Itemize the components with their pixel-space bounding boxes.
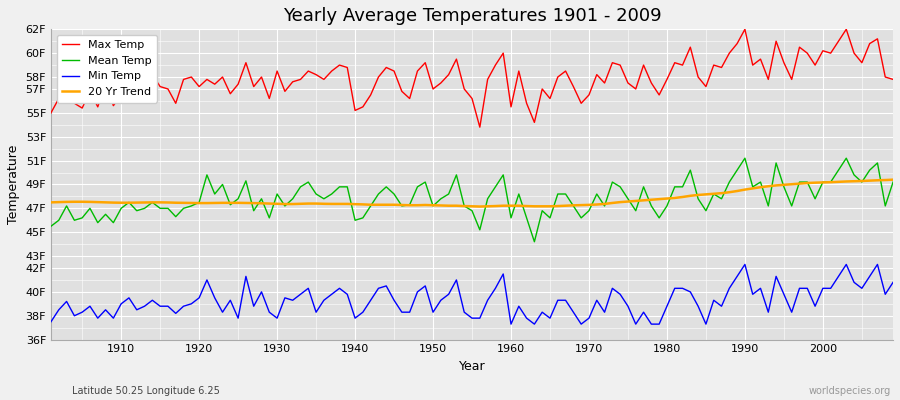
Text: worldspecies.org: worldspecies.org bbox=[809, 386, 891, 396]
Min Temp bbox=[887, 280, 898, 285]
Mean Temp bbox=[506, 216, 517, 220]
Line: Min Temp: Min Temp bbox=[51, 264, 893, 324]
Title: Yearly Average Temperatures 1901 - 2009: Yearly Average Temperatures 1901 - 2009 bbox=[283, 7, 662, 25]
Min Temp bbox=[513, 304, 524, 309]
20 Yr Trend bbox=[506, 203, 517, 208]
Min Temp bbox=[607, 286, 617, 291]
20 Yr Trend bbox=[474, 204, 485, 209]
Mean Temp bbox=[498, 172, 508, 177]
20 Yr Trend bbox=[327, 202, 338, 206]
Max Temp bbox=[46, 110, 57, 115]
Min Temp bbox=[506, 322, 517, 326]
Y-axis label: Temperature: Temperature bbox=[7, 145, 20, 224]
Max Temp bbox=[474, 125, 485, 130]
20 Yr Trend bbox=[887, 177, 898, 182]
Mean Temp bbox=[740, 156, 751, 160]
20 Yr Trend bbox=[46, 200, 57, 205]
20 Yr Trend bbox=[108, 200, 119, 205]
Mean Temp bbox=[46, 224, 57, 229]
Min Temp bbox=[498, 272, 508, 276]
Min Temp bbox=[740, 262, 751, 267]
X-axis label: Year: Year bbox=[459, 360, 485, 373]
Mean Temp bbox=[529, 239, 540, 244]
Min Temp bbox=[46, 319, 57, 324]
Max Temp bbox=[108, 103, 119, 108]
Max Temp bbox=[506, 104, 517, 109]
Max Temp bbox=[740, 27, 751, 32]
Mean Temp bbox=[887, 180, 898, 184]
Min Temp bbox=[327, 292, 338, 297]
Max Temp bbox=[327, 69, 338, 74]
Mean Temp bbox=[607, 180, 617, 184]
Max Temp bbox=[607, 60, 617, 65]
Max Temp bbox=[280, 89, 291, 94]
Max Temp bbox=[887, 77, 898, 82]
Line: Max Temp: Max Temp bbox=[51, 29, 893, 127]
Min Temp bbox=[108, 316, 119, 320]
Min Temp bbox=[280, 296, 291, 300]
Mean Temp bbox=[108, 220, 119, 225]
Mean Temp bbox=[327, 192, 338, 196]
Line: 20 Yr Trend: 20 Yr Trend bbox=[51, 180, 893, 206]
Max Temp bbox=[513, 69, 524, 74]
Legend: Max Temp, Mean Temp, Min Temp, 20 Yr Trend: Max Temp, Mean Temp, Min Temp, 20 Yr Tre… bbox=[57, 35, 157, 103]
20 Yr Trend bbox=[280, 202, 291, 206]
Text: Latitude 50.25 Longitude 6.25: Latitude 50.25 Longitude 6.25 bbox=[72, 386, 220, 396]
20 Yr Trend bbox=[607, 200, 617, 205]
Mean Temp bbox=[280, 204, 291, 208]
20 Yr Trend bbox=[513, 203, 524, 208]
Line: Mean Temp: Mean Temp bbox=[51, 158, 893, 242]
